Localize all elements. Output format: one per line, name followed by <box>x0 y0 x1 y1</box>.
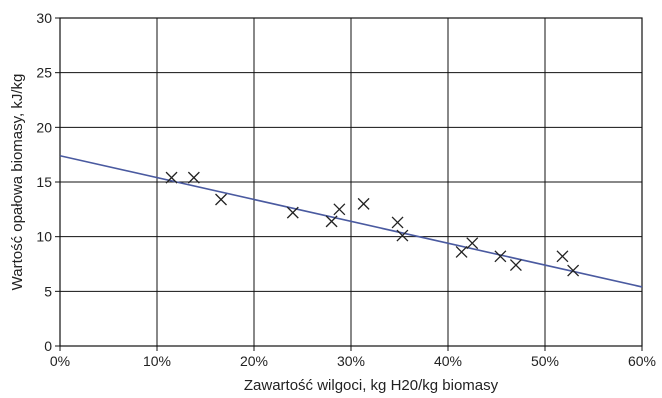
data-point <box>455 246 468 258</box>
x-tick-label: 10% <box>143 353 171 369</box>
data-point <box>567 264 580 277</box>
data-point <box>509 259 522 272</box>
trend-line <box>59 154 643 288</box>
y-tick-label: 20 <box>36 119 52 135</box>
x-tick-label: 30% <box>337 353 365 369</box>
data-point <box>165 171 178 184</box>
y-axis-label: Wartość opałowa biomasy, kJ/kg <box>9 74 26 291</box>
y-tick-label: 0 <box>44 338 52 354</box>
x-axis-ticks: 0% 10% 20% 30% 40% 50% 60% <box>50 346 656 369</box>
y-tick-label: 5 <box>44 283 52 299</box>
data-point <box>556 250 569 263</box>
x-tick-label: 40% <box>434 353 462 369</box>
data-point <box>333 203 346 216</box>
x-axis-label: Zawartość wilgoci, kg H20/kg biomasy <box>244 377 499 394</box>
data-points <box>165 171 580 277</box>
data-point <box>286 206 299 219</box>
x-tick-label: 60% <box>628 353 656 369</box>
x-tick-label: 50% <box>531 353 559 369</box>
data-point <box>396 229 409 242</box>
y-tick-label: 25 <box>36 65 52 81</box>
y-tick-label: 10 <box>36 229 52 245</box>
x-tick-label: 20% <box>240 353 268 369</box>
data-point <box>187 171 200 184</box>
data-point <box>494 250 507 263</box>
gridlines <box>59 17 643 347</box>
y-tick-label: 15 <box>36 174 52 190</box>
x-tick-label: 0% <box>50 353 70 369</box>
data-point <box>357 197 370 210</box>
data-point <box>215 193 227 206</box>
y-axis-ticks: 0 5 10 15 20 25 30 <box>36 10 60 354</box>
y-tick-label: 30 <box>36 10 52 26</box>
data-point <box>466 237 479 250</box>
data-point <box>391 216 404 229</box>
data-point <box>325 215 338 228</box>
